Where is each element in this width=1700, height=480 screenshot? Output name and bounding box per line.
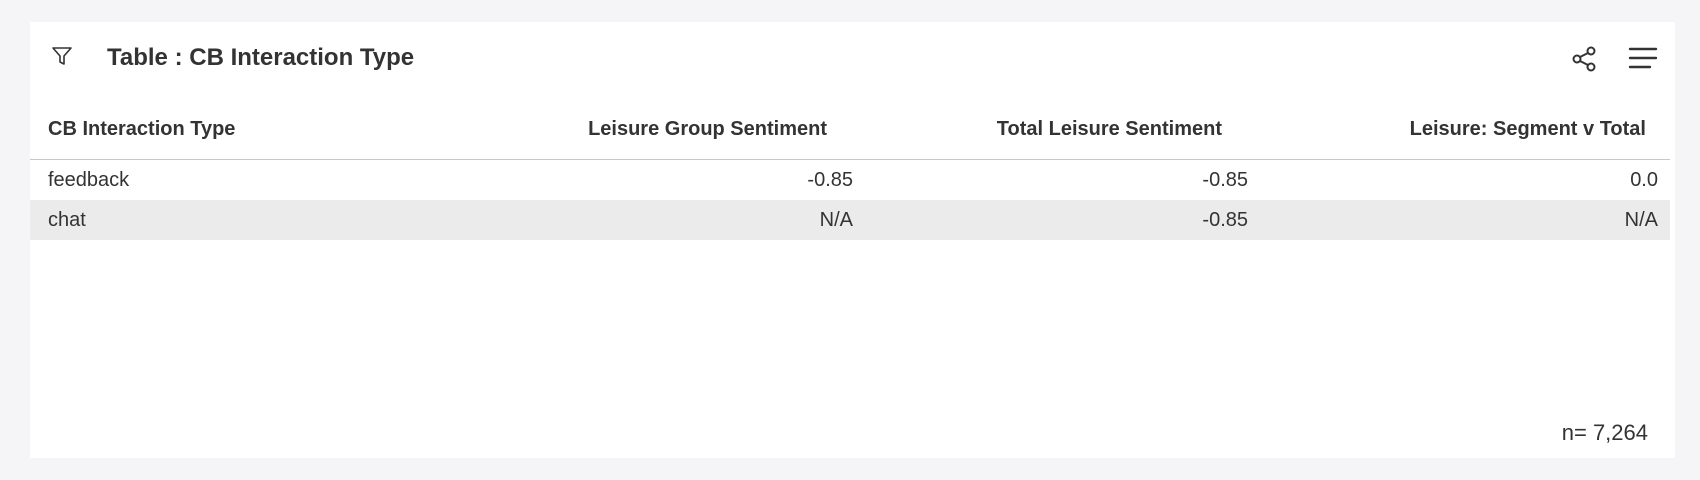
table-cell: -0.85 bbox=[807, 168, 853, 191]
table-cell: N/A bbox=[1260, 200, 1670, 240]
table-cell: -0.85 bbox=[865, 200, 1260, 240]
widget-title: Table : CB Interaction Type bbox=[107, 44, 415, 71]
table-cell: feedback bbox=[48, 168, 130, 191]
column-header[interactable]: Leisure Group Sentiment bbox=[490, 100, 865, 160]
table-cell: chat bbox=[30, 200, 490, 240]
sample-count: n= 7,264 bbox=[1561, 420, 1648, 445]
table-widget: Table : CB Interaction Type CB Interacti… bbox=[30, 22, 1675, 458]
table-cell: N/A bbox=[490, 200, 865, 240]
menu-icon[interactable] bbox=[1628, 46, 1658, 70]
data-table: CB Interaction Type Leisure Group Sentim… bbox=[30, 100, 1670, 240]
widget-header: Table : CB Interaction Type bbox=[30, 22, 1675, 92]
column-header[interactable]: Leisure: Segment v Total bbox=[1260, 100, 1670, 160]
table-row: feedback -0.85 -0.85 0.0 bbox=[30, 160, 1670, 201]
share-icon[interactable] bbox=[1570, 44, 1600, 74]
table-header-row: CB Interaction Type Leisure Group Sentim… bbox=[30, 100, 1670, 160]
column-header[interactable]: CB Interaction Type bbox=[30, 100, 490, 160]
table-cell: -0.85 bbox=[1202, 168, 1248, 191]
table-cell: 0.0 bbox=[1630, 168, 1658, 191]
filter-icon[interactable] bbox=[50, 44, 74, 68]
table-row: chat N/A -0.85 N/A bbox=[30, 200, 1670, 240]
column-header[interactable]: Total Leisure Sentiment bbox=[865, 100, 1260, 160]
